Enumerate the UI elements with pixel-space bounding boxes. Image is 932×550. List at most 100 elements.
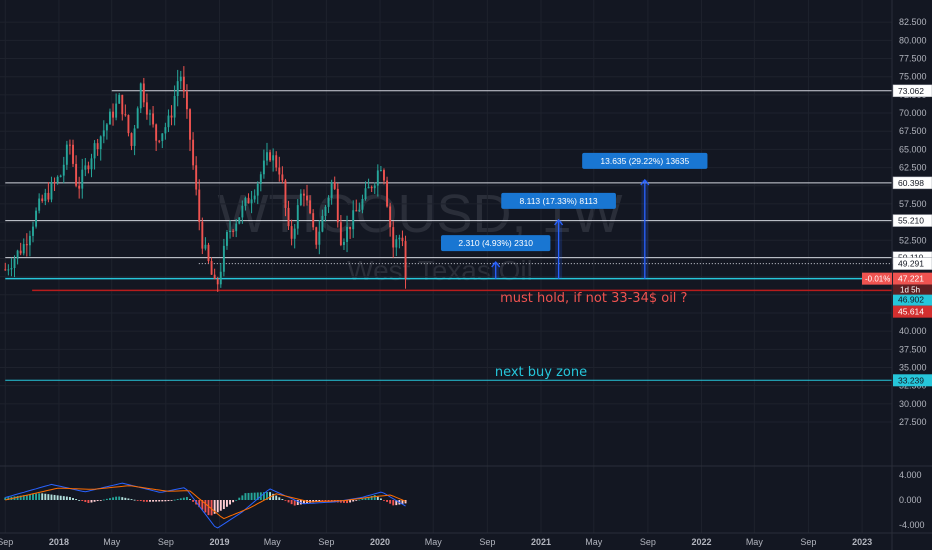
- macd-histogram-bar: [379, 498, 382, 500]
- macd-histogram-bar: [229, 500, 231, 505]
- time-axis[interactable]: Sep 2018 May Sep 2019 May Sep 2020 May Sep 2021 May…: [0, 537, 872, 547]
- candle-body: [370, 186, 373, 189]
- macd-histogram-bar: [232, 500, 235, 503]
- macd-histogram-bar: [155, 500, 158, 502]
- candle-body: [210, 261, 213, 275]
- candle-body: [250, 199, 253, 204]
- macd-histogram-bar: [256, 492, 259, 500]
- macd-histogram-bar: [185, 496, 188, 500]
- macd-histogram-bar: [182, 497, 185, 500]
- macd-histogram-bar: [343, 500, 345, 503]
- candle-body: [198, 189, 201, 222]
- macd-histogram-bar: [96, 500, 99, 502]
- price-tags: 73.06260.39855.21050.11049.29133.239-0.0…: [862, 84, 932, 387]
- macd-histogram-bar: [361, 498, 364, 500]
- macd-histogram-bar: [284, 500, 287, 501]
- annotation-text[interactable]: next buy zone: [495, 365, 587, 380]
- line-price-label-box: [892, 84, 932, 98]
- candle-body: [404, 241, 407, 279]
- macd-histogram-bar: [179, 498, 182, 500]
- macd-histogram-bar: [346, 500, 348, 504]
- macd-histogram-bar: [376, 496, 379, 500]
- text-annotations[interactable]: must hold, if not 33-34$ oil ? next buy z…: [495, 291, 688, 380]
- macd-histogram-bar: [241, 495, 244, 500]
- macd-histogram-bar: [102, 499, 105, 501]
- macd-axis-label: 4.000: [899, 470, 922, 480]
- macd-pane: [4, 482, 407, 529]
- time-axis-label: May: [103, 537, 121, 547]
- macd-histogram-bar: [401, 500, 404, 504]
- time-axis-label: Sep: [640, 537, 656, 547]
- candle-body: [78, 185, 81, 189]
- candle-body: [192, 139, 195, 166]
- macd-histogram-bar: [53, 494, 56, 500]
- macd-histogram-bar: [278, 497, 281, 500]
- macd-histogram-bar: [204, 500, 207, 513]
- measure-label[interactable]: 2.310 (4.93%) 2310: [441, 235, 551, 252]
- candle-body: [155, 124, 158, 141]
- macd-histogram-bar: [373, 495, 376, 500]
- price-axis-label: 75.000: [899, 72, 927, 82]
- macd-histogram-bar: [78, 500, 81, 501]
- horizontal-lines[interactable]: [5, 90, 892, 381]
- price-axis-label: 62.500: [899, 163, 927, 173]
- price-axis-label: 52.500: [899, 235, 927, 245]
- macd-histogram-bar: [201, 500, 204, 510]
- price-axis-label: 82.500: [899, 17, 927, 27]
- line-price-label-box: [892, 214, 932, 227]
- candle-body: [195, 165, 198, 190]
- macd-histogram-bar: [262, 492, 265, 500]
- time-axis-label: 2022: [692, 537, 712, 547]
- macd-histogram-bar: [109, 498, 111, 500]
- arrow-up-icon: [640, 178, 650, 186]
- candle-body: [13, 258, 16, 268]
- candle-body: [321, 215, 324, 232]
- price-axis-label: 80.000: [899, 35, 927, 45]
- candle-body: [247, 197, 250, 204]
- measure-label[interactable]: 13.635 (29.22%) 13635: [582, 152, 708, 169]
- macd-histogram-bar: [44, 493, 47, 500]
- annotation-text[interactable]: must hold, if not 33-34$ oil ?: [500, 291, 687, 306]
- macd-histogram-bar: [47, 494, 50, 500]
- macd-histogram-bar: [404, 500, 407, 504]
- candle-body: [139, 83, 142, 109]
- macd-histogram-bar: [7, 497, 10, 500]
- macd-histogram-bar: [222, 500, 225, 510]
- candle-body: [133, 128, 136, 146]
- line-price-label-box: [892, 257, 932, 270]
- macd-histogram-bar: [81, 500, 84, 501]
- macd-histogram-bar: [167, 500, 170, 502]
- measure-label[interactable]: 8.113 (17.33%) 8113: [501, 192, 616, 209]
- macd-histogram-bar: [41, 493, 44, 500]
- macd-histogram-bar: [35, 493, 38, 500]
- macd-histogram-bar: [115, 496, 118, 500]
- macd-histogram-bar: [321, 500, 324, 502]
- measurement-tools[interactable]: 2.310 (4.93%) 2310 8.113 (17.33%) 8113 13.…: [441, 152, 708, 279]
- candle-body: [389, 206, 392, 228]
- candle-body: [284, 180, 287, 208]
- macd-histogram-bar: [112, 497, 114, 500]
- macd-histogram-bar: [216, 500, 219, 513]
- macd-histogram-bar: [349, 500, 352, 503]
- candle-body: [41, 198, 44, 202]
- candle-body: [145, 102, 148, 115]
- macd-histogram-bar: [299, 500, 302, 505]
- time-axis-label: May: [746, 537, 764, 547]
- candle-body: [47, 192, 50, 200]
- line-price-label: 73.062: [898, 86, 924, 96]
- candle-body: [376, 170, 379, 186]
- macd-histogram-bar: [386, 500, 389, 502]
- candle-body: [346, 226, 348, 242]
- measure-label-box: [582, 152, 708, 169]
- candle-body: [118, 94, 121, 104]
- line-price-label-box: [893, 374, 932, 387]
- candle-body: [302, 193, 305, 196]
- candle-body: [207, 244, 210, 262]
- macd-histogram-bar: [16, 495, 19, 500]
- candle-body: [22, 244, 25, 254]
- macd-histogram-bar: [145, 500, 148, 502]
- candle-body: [127, 115, 130, 134]
- candle-body: [121, 94, 124, 115]
- candle-body: [287, 207, 290, 227]
